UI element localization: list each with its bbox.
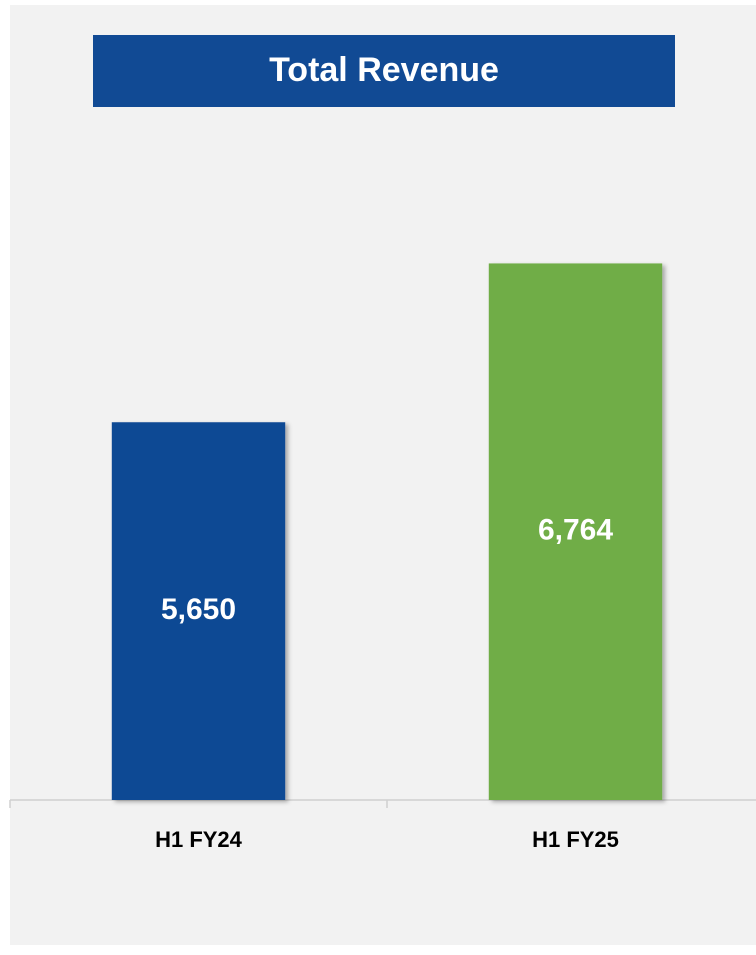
bar: [488, 263, 663, 800]
data-label: 6,764: [538, 514, 613, 547]
x-tick-label: H1 FY25: [532, 827, 619, 852]
x-tick-label: H1 FY24: [155, 827, 243, 852]
chart-title: Total Revenue: [269, 51, 499, 89]
title-box: [93, 35, 675, 107]
bar: [111, 422, 286, 800]
data-label: 5,650: [161, 593, 236, 626]
